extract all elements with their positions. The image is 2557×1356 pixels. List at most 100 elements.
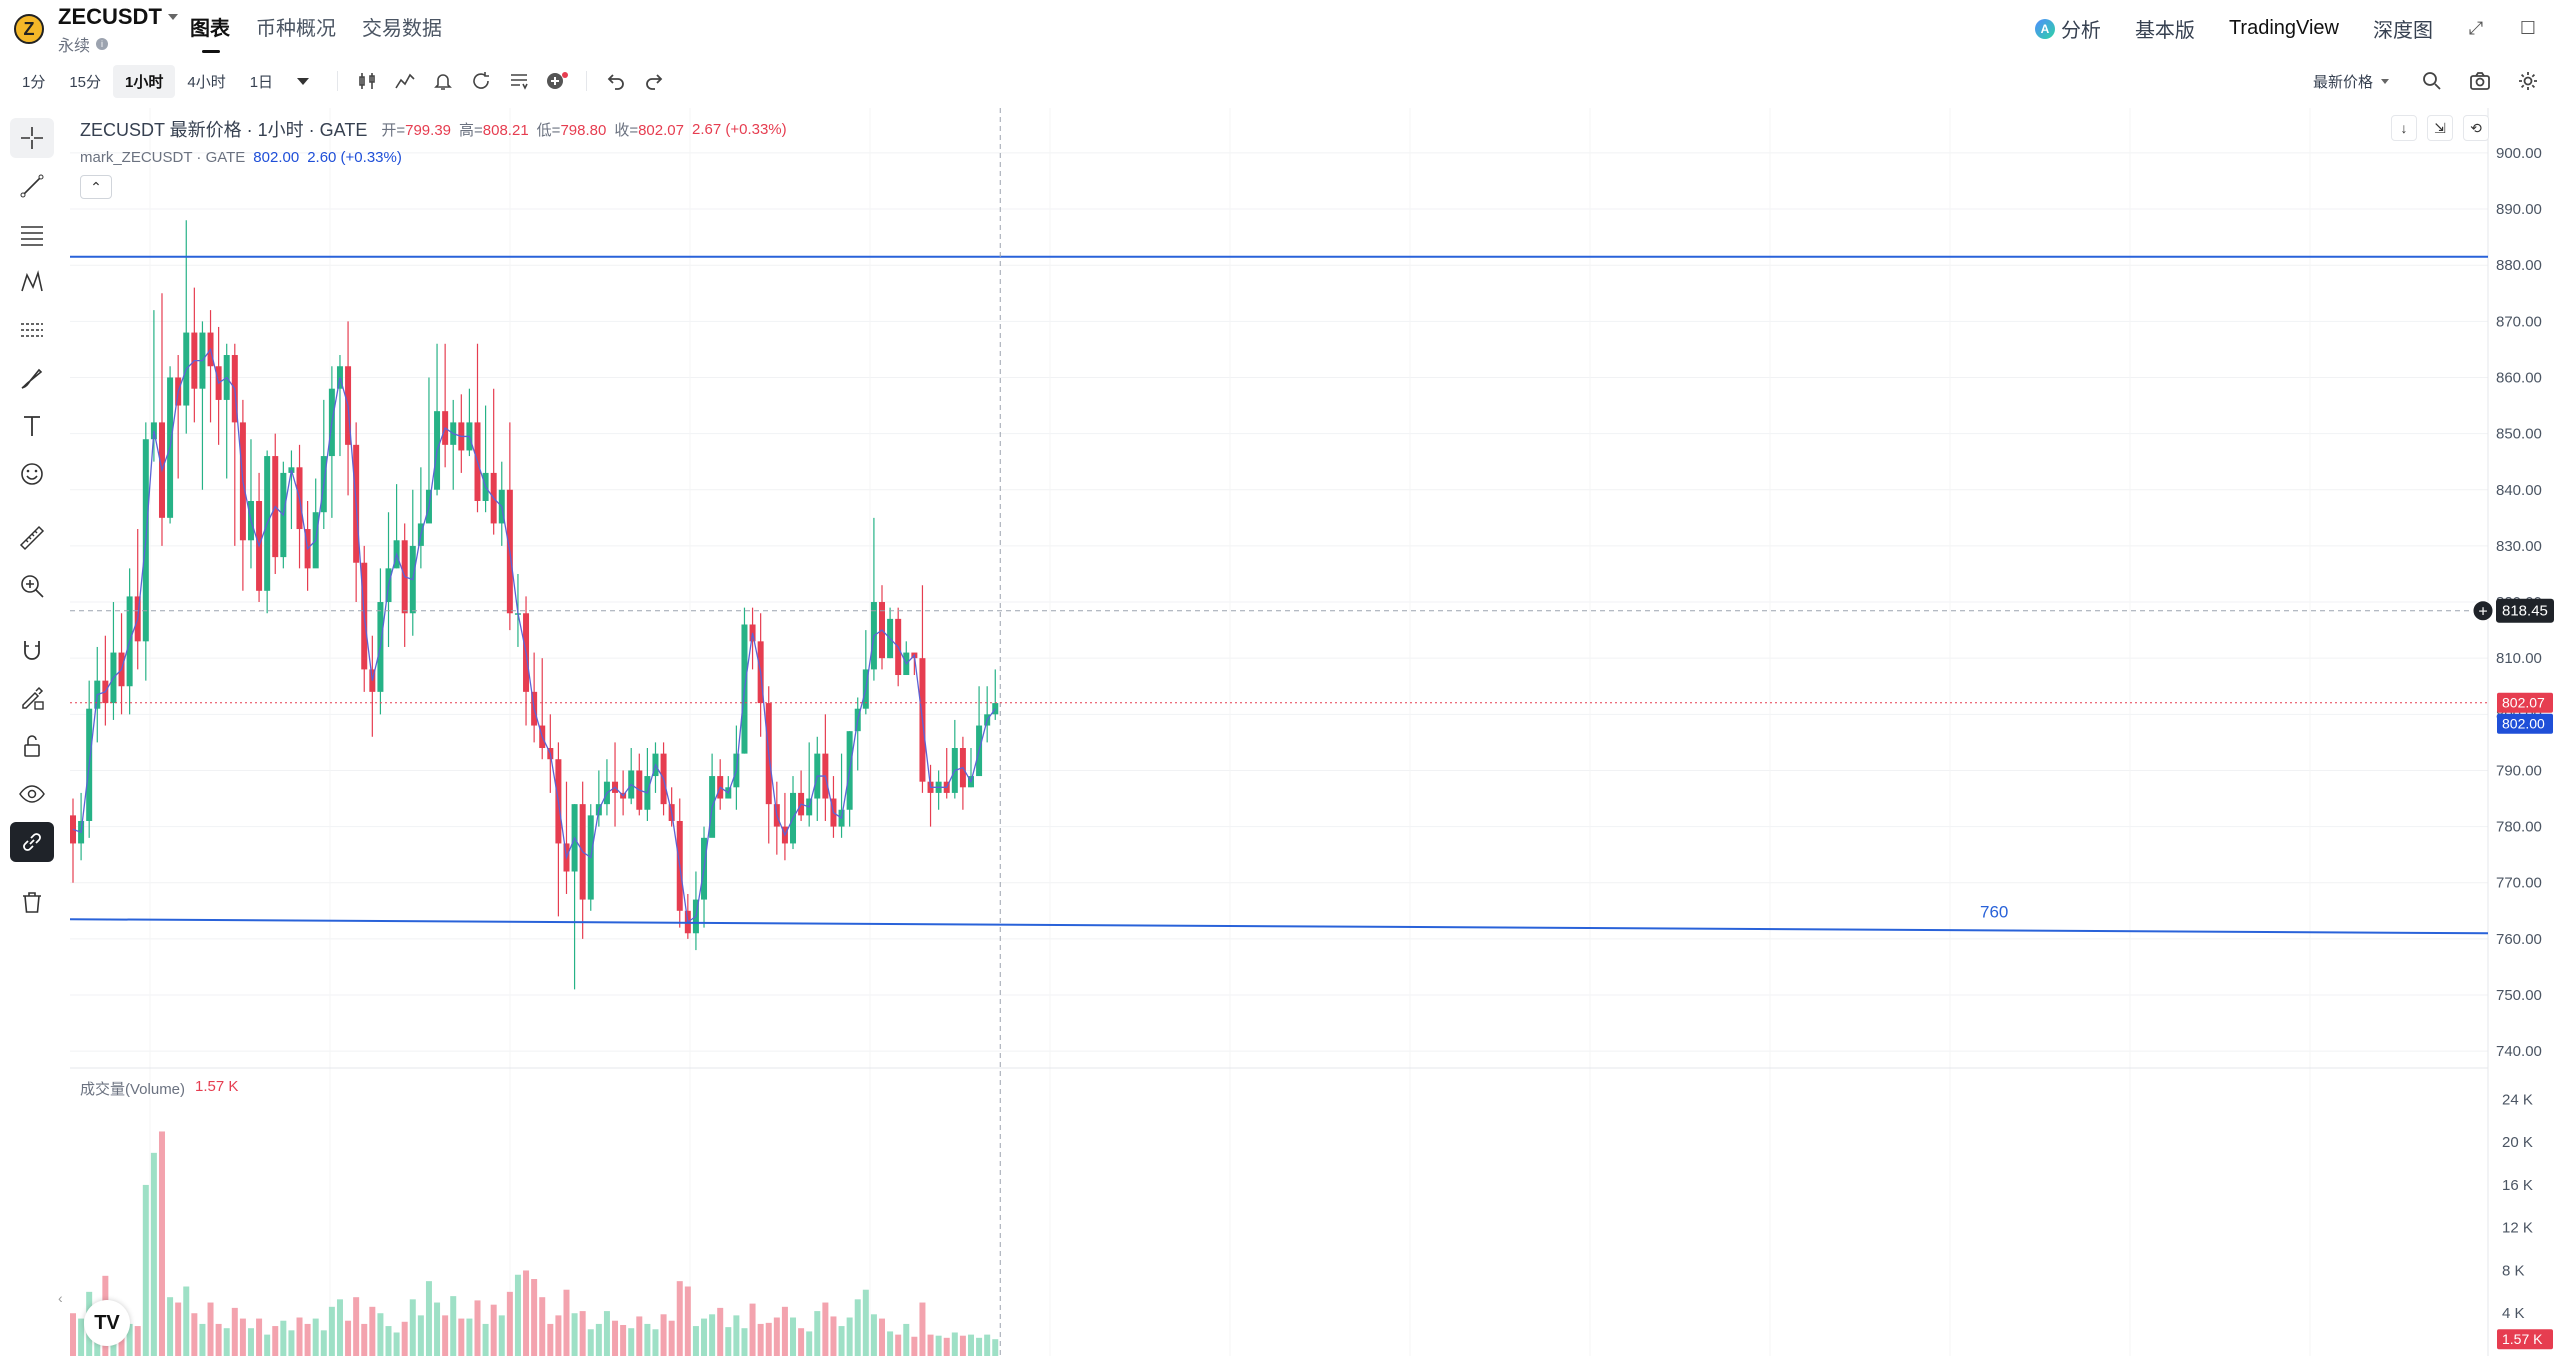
volume-bar [442,1315,449,1356]
volume-bar [814,1311,821,1356]
volume-bar [636,1316,643,1356]
fullscreen-icon[interactable]: ☐ [2519,18,2537,38]
chevron-down-icon[interactable] [167,14,178,20]
unlock-icon[interactable] [10,726,54,766]
replay-icon[interactable] [462,66,500,96]
prediction-tool-icon[interactable] [10,310,54,350]
zoom-in-icon[interactable] [10,566,54,606]
price-tick-label: 900.00 [2496,145,2542,162]
volume-tick-label: 12 K [2502,1220,2533,1237]
volume-bar [280,1320,287,1356]
volume-bar [345,1320,352,1356]
volume-bar [984,1334,991,1356]
ruler-tool-icon[interactable] [10,518,54,558]
symbol-selector[interactable]: ZECUSDT 永续 i [58,4,178,56]
add-icon[interactable] [538,66,576,96]
tab-coin-overview[interactable]: 币种概况 [256,18,336,40]
volume-bar [668,1320,675,1356]
trendline-tool-icon[interactable] [10,166,54,206]
interval-15m[interactable]: 15分 [69,73,102,91]
volume-bar [466,1318,473,1356]
text-tool-icon[interactable] [10,406,54,446]
lock-drawing-icon[interactable] [10,678,54,718]
volume-axis[interactable]: 24 K 20 K 16 K 12 K 8 K 4 K [2502,1091,2533,1322]
redo-icon[interactable] [635,66,673,96]
interval-1h[interactable]: 1小时 [113,64,176,98]
volume-bar [790,1317,797,1356]
volume-bar [749,1303,756,1356]
plus-icon[interactable]: + [2478,604,2487,621]
high-label: 高= [459,121,483,139]
tab-chart[interactable]: 图表 [190,12,230,53]
volume-bar [78,1318,85,1356]
crosshair-tool-icon[interactable] [10,118,54,158]
compress-icon[interactable]: ⇲ [2427,115,2453,141]
volume-bar [781,1306,788,1356]
magnet-icon[interactable] [10,630,54,670]
pane-resize-handle[interactable]: ‹ [58,1290,63,1306]
trash-icon[interactable] [10,882,54,922]
indicators-icon[interactable] [386,66,424,96]
candles-icon[interactable] [348,66,386,96]
volume-bar [862,1289,869,1356]
info-icon[interactable]: i [96,38,109,50]
add-alert-icon[interactable] [2472,600,2494,622]
interval-dropdown-icon[interactable] [297,77,310,85]
grid [70,108,2488,1356]
camera-icon[interactable] [2461,66,2499,96]
price-tick-label: 810.00 [2496,650,2542,667]
volume-bar [951,1332,958,1356]
volume-bar [717,1307,724,1356]
interval-4h[interactable]: 4小时 [187,73,226,91]
main-tabs: 图表 币种概况 交易数据 [190,12,442,53]
volume-bar [757,1323,764,1356]
pattern-tool-icon[interactable] [10,262,54,302]
volume-tick-label: 16 K [2502,1177,2533,1194]
interval-1d[interactable]: 1日 [249,73,274,91]
tradingview-logo-icon[interactable]: TV [84,1300,130,1346]
high-value: 808.21 [482,121,529,139]
alert-icon[interactable] [424,66,462,96]
volume-bar [167,1297,174,1356]
tab-tradingview[interactable]: TradingView [2228,17,2339,39]
chevron-down-icon[interactable] [2381,78,2389,84]
eye-icon[interactable] [10,774,54,814]
analysis-button[interactable]: A 分析 [2034,14,2101,43]
volume-bar [571,1313,578,1356]
undo-icon[interactable] [597,66,635,96]
tab-depth-chart[interactable]: 深度图 [2373,20,2433,42]
volume-bar [701,1318,708,1356]
price-mode-select[interactable]: 最新价格 [2313,71,2389,92]
fib-tool-icon[interactable] [10,214,54,254]
volume-badge-text: 1.57 K [2502,1331,2543,1347]
legend-title: ZECUSDT 最新价格 · 1小时 · GATE [80,120,368,140]
symbol-name[interactable]: ZECUSDT [58,4,162,29]
templates-icon[interactable] [500,66,538,96]
search-icon[interactable] [2413,66,2451,96]
interval-1m[interactable]: 1分 [22,73,46,91]
tab-basic[interactable]: 基本版 [2134,20,2195,42]
volume-bar [595,1323,602,1356]
scroll-to-latest-icon[interactable]: ↓ [2391,115,2417,141]
volume-bar [199,1323,206,1356]
low-value: 798.80 [560,121,607,139]
tab-trading-data[interactable]: 交易数据 [362,18,442,40]
collapse-legend-button[interactable]: ⌃ [80,175,112,199]
support-line[interactable] [69,918,2489,935]
reset-chart-icon[interactable]: ⟲ [2463,115,2489,141]
volume-bar [150,1152,157,1356]
volume-bar [377,1313,384,1356]
volume-bar [959,1335,966,1356]
volume-bar [385,1326,392,1356]
settings-icon[interactable] [2509,66,2547,96]
price-badges: 818.45 + 802.07 802.00 1.57 K [2472,598,2554,1350]
support-line-label: 760 [1980,903,2008,922]
contract-type: 永续 [58,38,91,55]
toolbar-right: 最新价格 [2313,66,2547,96]
link-icon[interactable] [10,822,54,862]
volume-bar [514,1274,521,1356]
expand-icon[interactable]: ⤢ [2468,18,2484,38]
emoji-tool-icon[interactable] [10,454,54,494]
brush-tool-icon[interactable] [10,358,54,398]
